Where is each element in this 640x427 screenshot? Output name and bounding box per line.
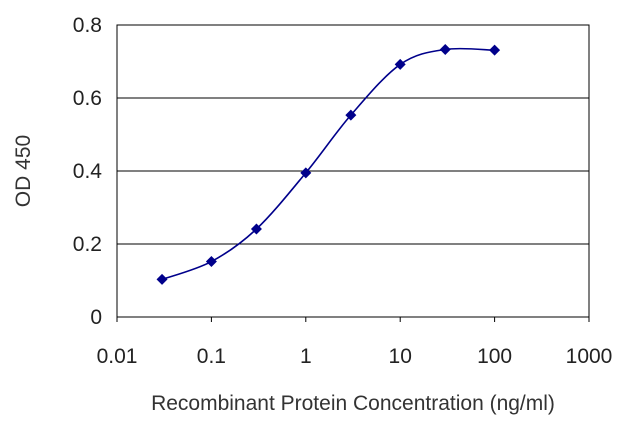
x-axis-title: Recombinant Protein Concentration (ng/ml… bbox=[151, 392, 555, 415]
x-tick-label: 0.1 bbox=[197, 345, 226, 368]
y-tick-label: 0.4 bbox=[73, 160, 103, 183]
data-point bbox=[489, 44, 501, 56]
data-point bbox=[439, 43, 451, 55]
y-tick-label: 0 bbox=[90, 306, 102, 329]
y-tick-label: 0.8 bbox=[73, 14, 102, 37]
data-point bbox=[394, 58, 406, 70]
x-tick-label: 1 bbox=[300, 345, 312, 368]
x-tick-labels: 0.01 0.1 1 10 100 1000 bbox=[97, 317, 613, 368]
data-point bbox=[345, 109, 357, 121]
x-tick-label: 1000 bbox=[566, 345, 613, 368]
data-points bbox=[156, 43, 501, 285]
grid-lines bbox=[117, 97, 589, 245]
x-tick-label: 0.01 bbox=[97, 345, 138, 368]
data-point bbox=[300, 167, 312, 179]
data-point bbox=[156, 273, 168, 285]
y-tick-label: 0.6 bbox=[73, 87, 102, 110]
series-line bbox=[161, 47, 495, 281]
data-point bbox=[250, 223, 262, 235]
y-tick-label: 0.2 bbox=[73, 233, 102, 256]
x-tick-label: 10 bbox=[389, 345, 412, 368]
data-point bbox=[205, 256, 217, 268]
y-tick-labels: 0 0.2 0.4 0.6 0.8 bbox=[73, 14, 103, 329]
y-axis-title: OD 450 bbox=[12, 135, 35, 207]
x-tick-label: 100 bbox=[477, 345, 512, 368]
